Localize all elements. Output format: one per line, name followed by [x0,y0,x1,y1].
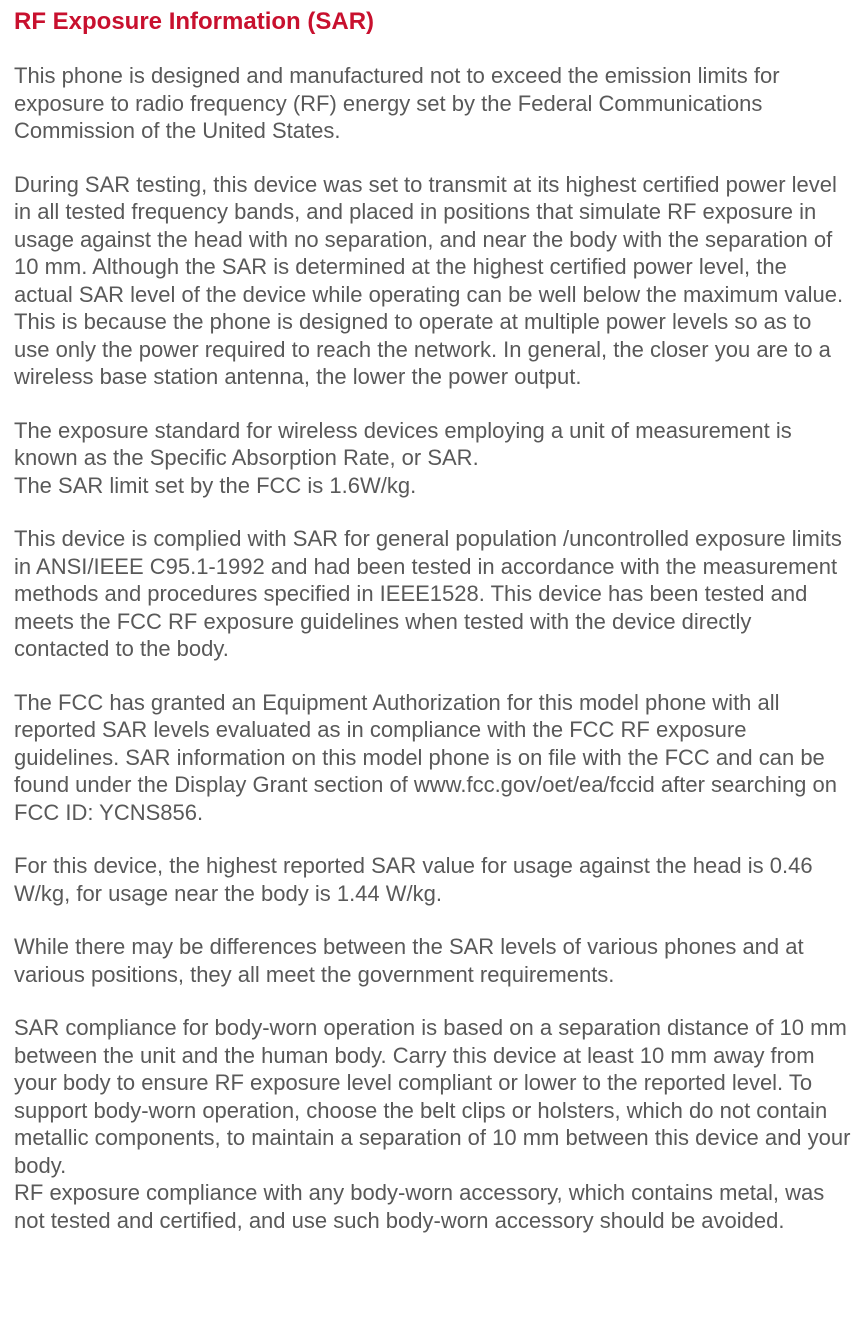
body-paragraph-group: The exposure standard for wireless devic… [14,417,851,500]
body-text-line: SAR compliance for body-worn operation i… [14,1014,851,1179]
body-paragraph-group: SAR compliance for body-worn operation i… [14,1014,851,1234]
body-text-line: The SAR limit set by the FCC is 1.6W/kg. [14,472,851,500]
body-paragraph: This device is complied with SAR for gen… [14,525,851,663]
body-paragraph: This phone is designed and manufactured … [14,62,851,145]
body-paragraph: While there may be differences between t… [14,933,851,988]
page-title: RF Exposure Information (SAR) [14,8,851,36]
body-paragraph: During SAR testing, this device was set … [14,171,851,391]
body-paragraph: The FCC has granted an Equipment Authori… [14,689,851,827]
body-text-line: RF exposure compliance with any body-wor… [14,1179,851,1234]
body-text-line: The exposure standard for wireless devic… [14,417,851,472]
body-paragraph: For this device, the highest reported SA… [14,852,851,907]
